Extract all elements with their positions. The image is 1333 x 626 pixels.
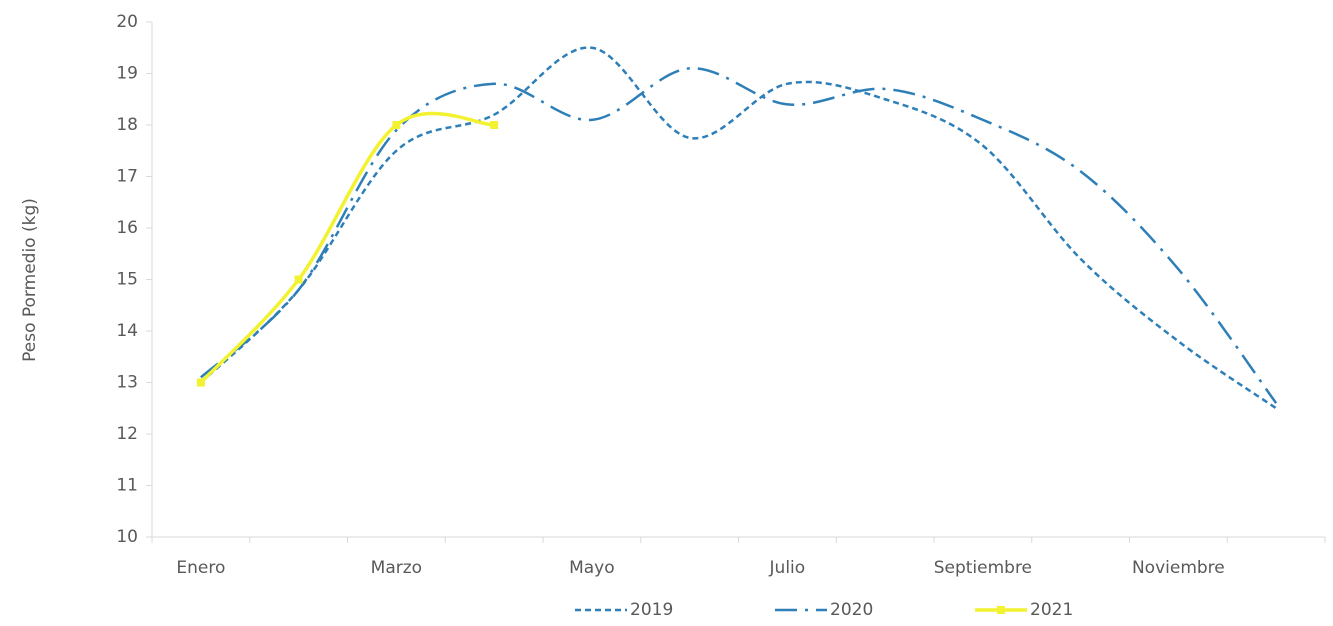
y-tick-label: 18 [116, 115, 138, 135]
y-tick-label: 10 [116, 527, 138, 547]
y-tick-label: 19 [116, 64, 138, 84]
legend-marker [997, 606, 1005, 614]
y-tick-label: 15 [116, 270, 138, 290]
series-line [200, 67, 1278, 404]
x-tick-label: Mayo [569, 558, 615, 578]
marker [196, 378, 205, 387]
y-tick-label: 17 [116, 167, 138, 187]
x-tick-label: Noviembre [1132, 558, 1225, 578]
y-tick-label: 12 [116, 424, 138, 444]
marker [490, 121, 499, 129]
x-tick-label: Julio [769, 558, 806, 578]
series-line [200, 46, 1277, 410]
marker [392, 121, 401, 129]
y-axis-label: Peso Pormedio (kg) [20, 198, 40, 362]
legend-label: 2020 [830, 600, 873, 620]
series-line [199, 111, 495, 384]
y-tick-label: 11 [116, 476, 138, 496]
x-tick-label: Septiembre [934, 558, 1032, 578]
y-tick-label: 14 [116, 321, 138, 341]
y-tick-label: 16 [116, 218, 138, 238]
y-tick-label: 13 [116, 373, 138, 393]
x-tick-label: Enero [176, 558, 225, 578]
legend-label: 2021 [1030, 600, 1073, 620]
marker [294, 275, 303, 284]
y-tick-label: 20 [116, 12, 138, 32]
x-tick-label: Marzo [371, 558, 422, 578]
legend-label: 2019 [630, 600, 673, 620]
